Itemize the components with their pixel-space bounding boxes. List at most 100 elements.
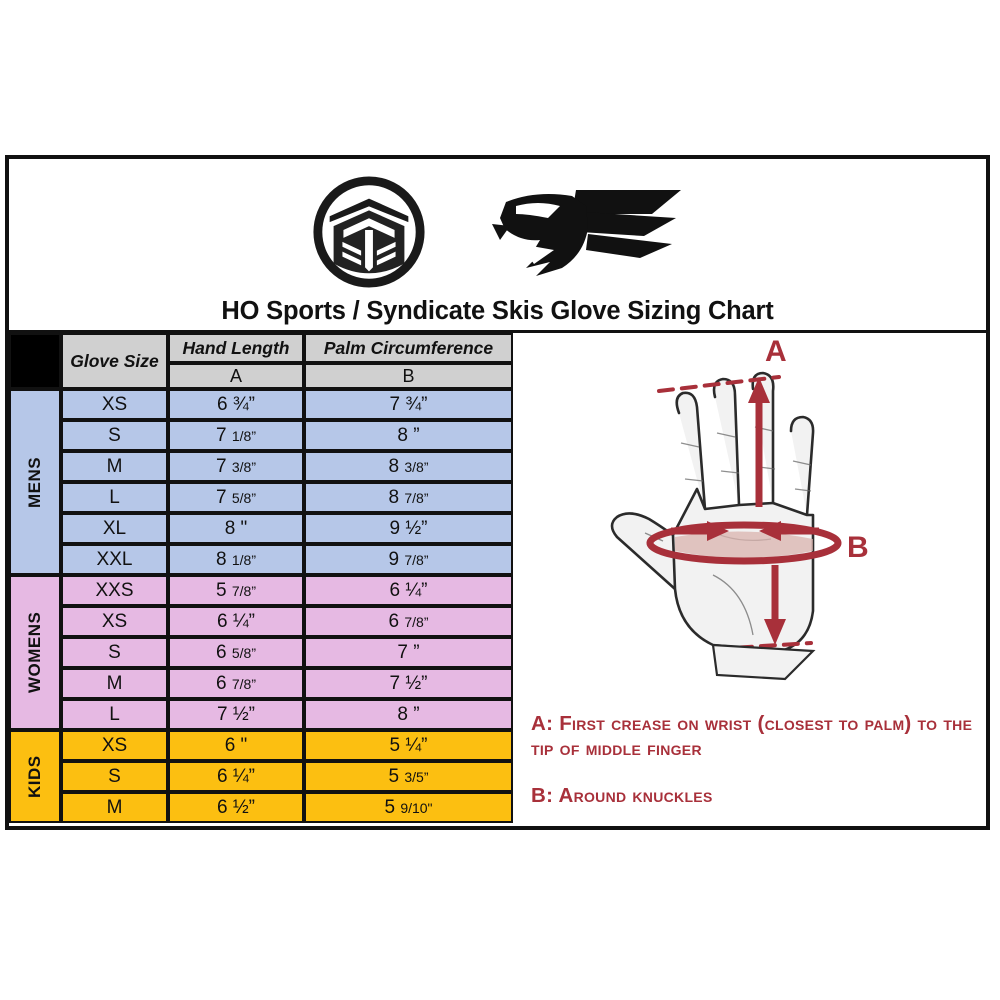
column-header-glove-size: Glove Size [61, 333, 168, 389]
cell-hand-length: 5 7/8” [168, 575, 304, 606]
cell-hand-length-whole: 7 [216, 703, 228, 725]
cell-palm-circumference: 7 ” [304, 637, 513, 668]
logo-title-band: HO Sports / Syndicate Skis Glove Sizing … [9, 159, 986, 333]
cell-palm-circumference: 6 7/8” [304, 606, 513, 637]
cell-palm-circumference: 6 ¼” [304, 575, 513, 606]
cell-glove-size: S [61, 420, 168, 451]
cell-palm-circumference-fraction: 7/8” [404, 551, 429, 568]
cell-palm-circumference-fraction: 9/10" [400, 799, 433, 816]
category-label-mens: MENS [9, 389, 61, 575]
cell-palm-circumference: 8 ” [304, 699, 513, 730]
cell-glove-size: XS [61, 389, 168, 420]
cell-palm-circumference-whole: 7 [389, 393, 401, 415]
cell-hand-length-fraction: 3/8” [231, 458, 256, 475]
cell-palm-circumference-whole: 6 [388, 610, 400, 632]
cell-palm-circumference: 8 7/8” [304, 482, 513, 513]
table-row: XL 8 " 9 ½” [9, 513, 513, 544]
table-body: MENS XS 6 ¾” 7 ¾” S 7 1/8” 8 ” M 7 3/8” 8 3/8” L 7 … [9, 389, 513, 823]
cell-palm-circumference-fraction: ” [413, 424, 420, 446]
cell-palm-circumference-fraction: 3/8” [404, 458, 429, 475]
cell-palm-circumference: 9 ½” [304, 513, 513, 544]
cell-hand-length: 6 7/8” [168, 668, 304, 699]
cell-hand-length-fraction: 5/8” [231, 489, 256, 506]
cell-hand-length-fraction: ¼” [232, 765, 256, 787]
cell-glove-size: XXS [61, 575, 168, 606]
cell-hand-length-whole: 8 [216, 548, 227, 570]
cell-hand-length: 6 ¼” [168, 761, 304, 792]
table-subheader-row: A B [9, 363, 513, 389]
header-corner-cell [9, 333, 61, 389]
cell-glove-size: M [61, 668, 168, 699]
cell-palm-circumference: 8 3/8” [304, 451, 513, 482]
table-row: L 7 5/8” 8 7/8” [9, 482, 513, 513]
cell-palm-circumference: 7 ¾” [304, 389, 513, 420]
table-row: MENS XS 6 ¾” 7 ¾” [9, 389, 513, 575]
cell-palm-circumference-fraction: ½” [405, 672, 428, 694]
cell-hand-length-fraction: " [240, 517, 248, 539]
hand-measurement-diagram: A B [610, 339, 869, 681]
cell-palm-circumference-whole: 5 [389, 734, 401, 756]
cell-hand-length-whole: 6 [224, 734, 236, 756]
cell-hand-length-whole: 6 [216, 796, 228, 818]
cell-palm-circumference-whole: 9 [388, 548, 400, 570]
column-header-palm-circumference: Palm Circumference [304, 333, 513, 363]
dashed-line-wrist [713, 641, 813, 651]
cell-palm-circumference: 5 ¼” [304, 730, 513, 761]
cell-hand-length-fraction: ¾” [232, 393, 256, 415]
category-label-womens: WOMENS [9, 575, 61, 730]
cell-palm-circumference-fraction: ” [413, 641, 420, 663]
cell-palm-circumference: 8 ” [304, 420, 513, 451]
arrow-a-lower [764, 565, 786, 645]
cell-hand-length-fraction: " [240, 734, 248, 756]
cell-palm-circumference-whole: 8 [397, 703, 408, 725]
cell-hand-length: 6 ¾” [168, 389, 304, 420]
cell-hand-length-whole: 5 [216, 579, 227, 601]
table-row: WOMENS XXS 5 7/8” 6 ¼” [9, 575, 513, 730]
cell-hand-length-fraction: 7/8” [231, 675, 256, 692]
arrow-b [646, 521, 842, 565]
cell-glove-size: XXL [61, 544, 168, 575]
column-header-hand-length: Hand Length [168, 333, 304, 363]
cell-palm-circumference-fraction: ¾” [405, 393, 428, 415]
measurement-panel: A B A: Fi [513, 333, 986, 826]
cell-hand-length: 6 ½” [168, 792, 304, 823]
cell-palm-circumference-whole: 8 [388, 455, 400, 477]
cell-palm-circumference-fraction: 7/8” [404, 489, 429, 506]
cell-palm-circumference-whole: 7 [389, 672, 401, 694]
cell-palm-circumference-whole: 5 [388, 765, 400, 787]
cell-glove-size: L [61, 699, 168, 730]
cell-hand-length: 6 5/8” [168, 637, 304, 668]
cell-palm-circumference-fraction: ½” [405, 517, 428, 539]
column-key-b: B [304, 363, 513, 389]
cell-hand-length-fraction: 1/8” [231, 551, 256, 568]
cell-palm-circumference: 9 7/8” [304, 544, 513, 575]
arrow-a [748, 377, 770, 507]
cell-hand-length: 8 " [168, 513, 304, 544]
table-row: XXL 8 1/8” 9 7/8” [9, 544, 513, 575]
cell-hand-length-whole: 6 [216, 641, 227, 663]
cell-palm-circumference-fraction: ” [413, 703, 420, 725]
cell-hand-length-whole: 6 [216, 672, 227, 694]
cell-hand-length-fraction: 1/8” [231, 427, 256, 444]
cell-glove-size: S [61, 761, 168, 792]
label-a: A [765, 339, 787, 368]
cell-hand-length-whole: 7 [216, 486, 227, 508]
cell-palm-circumference: 5 9/10" [304, 792, 513, 823]
cell-glove-size: L [61, 482, 168, 513]
cell-hand-length-whole: 8 [224, 517, 236, 539]
measurement-legend: A: First crease on wrist (closest to pal… [531, 711, 976, 808]
cell-palm-circumference-whole: 8 [397, 424, 408, 446]
cell-hand-length-whole: 6 [216, 765, 228, 787]
cell-glove-size: M [61, 792, 168, 823]
cell-palm-circumference-fraction: ¼” [405, 579, 428, 601]
cell-glove-size: S [61, 637, 168, 668]
cell-palm-circumference: 5 3/5” [304, 761, 513, 792]
category-label-kids: KIDS [9, 730, 61, 823]
legend-line-a: A: First crease on wrist (closest to pal… [531, 712, 973, 760]
cell-hand-length-whole: 7 [216, 424, 227, 446]
